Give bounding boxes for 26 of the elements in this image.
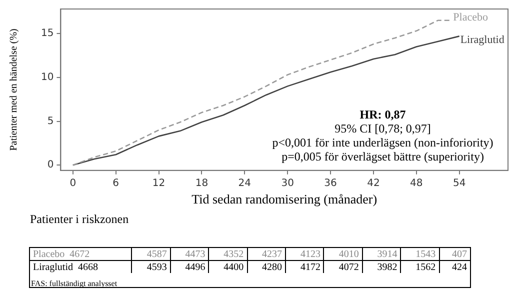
series-label: Liraglutid xyxy=(460,34,505,46)
x-tick-label: 18 xyxy=(195,178,208,189)
text: Patienter i riskzonen xyxy=(30,212,129,227)
y-tick-label: 0 xyxy=(47,160,54,171)
x-tick-label: 24 xyxy=(238,178,252,189)
annotation: HR: 0,87 xyxy=(360,108,406,122)
y-axis-title: Patienter med en händelse (%) xyxy=(8,28,20,151)
x-tick-label: 30 xyxy=(281,178,294,189)
y-tick-label: 15 xyxy=(40,28,54,40)
x-tick-label: 54 xyxy=(452,178,466,189)
text: Liraglutid 4668 4593 4496 4400 4280 4172 4072 3982 1562 424 xyxy=(33,262,467,272)
x-tick-label: 48 xyxy=(410,178,423,189)
annotation: p<0,001 för inte underlägsen (non-inforiority) xyxy=(272,136,494,150)
x-tick-label: 36 xyxy=(324,178,337,189)
text: Placebo 4672 4587 4473 4352 4237 4123 4010 3914 1543 407 xyxy=(33,248,467,260)
text: FAS: fullständigt analysset xyxy=(31,279,118,288)
y-tick-label: 5 xyxy=(47,116,54,127)
y-tick-label: 10 xyxy=(40,72,54,84)
annotation: 95% CI [0,78; 0,97] xyxy=(334,122,431,136)
x-tick-label: 0 xyxy=(70,178,76,189)
annotation: p=0,005 för överlägset bättre (superiority) xyxy=(282,150,484,164)
x-tick-label: 12 xyxy=(152,178,166,189)
series-label: Placebo xyxy=(453,11,488,24)
x-tick-label: 6 xyxy=(112,178,120,189)
x-tick-label: 42 xyxy=(367,178,380,189)
x-axis-title: Tid sedan randomisering (månader) xyxy=(192,192,378,207)
